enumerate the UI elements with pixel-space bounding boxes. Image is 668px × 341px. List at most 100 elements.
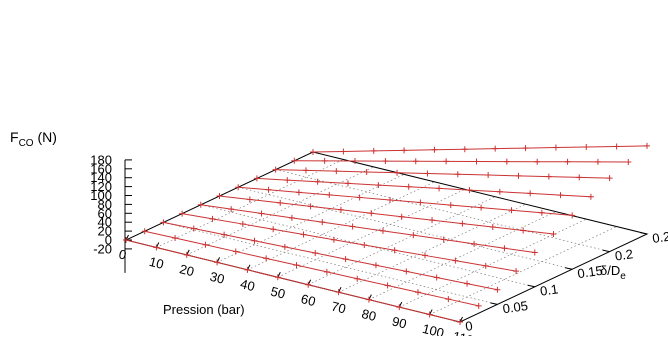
data-point-marker — [370, 147, 377, 154]
series-line — [312, 145, 648, 153]
data-point-marker — [443, 158, 450, 165]
data-point-marker — [513, 268, 520, 275]
z-tick-label: 0 — [105, 233, 112, 248]
data-point-marker — [424, 170, 431, 177]
series-line — [163, 221, 498, 291]
data-point-marker — [344, 180, 351, 187]
data-point-marker — [232, 248, 239, 255]
grid-line-y — [275, 169, 610, 252]
grid-line-x — [216, 174, 405, 263]
data-point-marker — [433, 274, 440, 281]
data-point-marker — [644, 142, 650, 149]
z-tick-label: 160 — [90, 161, 112, 176]
data-point-marker — [153, 244, 160, 251]
data-point-marker — [457, 319, 463, 325]
data-point-marker — [368, 210, 375, 217]
data-point-marker — [246, 196, 253, 203]
data-point-marker — [281, 243, 288, 250]
data-point-marker — [414, 289, 421, 296]
z-tick-label: 120 — [90, 179, 112, 194]
y-axis-label: δ/De — [600, 263, 626, 282]
data-point-marker — [300, 231, 307, 238]
data-point-marker — [564, 158, 571, 165]
data-point-marker — [183, 251, 190, 258]
data-point-marker — [307, 203, 314, 210]
series-line — [200, 204, 535, 254]
x-tick-label: 10 — [148, 254, 166, 272]
data-point-marker — [429, 217, 436, 224]
data-point-marker — [606, 175, 613, 182]
data-point-marker — [209, 215, 216, 222]
data-point-marker — [482, 262, 489, 269]
data-point-marker — [352, 158, 359, 165]
data-point-marker — [405, 183, 412, 190]
floor-grid — [156, 159, 617, 315]
data-point-marker — [382, 158, 389, 165]
y-tick-label: 0.25 — [651, 228, 668, 246]
z-tick-label: 40 — [98, 215, 112, 230]
data-point-marker — [321, 157, 328, 164]
x-tick-label: 0 — [117, 246, 128, 262]
data-point-marker — [221, 231, 228, 238]
y-tick-label: 0 — [464, 318, 473, 334]
z-tick-label: 20 — [98, 224, 112, 239]
z-tick-label: 80 — [98, 197, 112, 212]
z-tick-label: -20 — [93, 241, 112, 256]
z-tick-label: 180 — [90, 152, 112, 167]
data-point-marker — [354, 275, 361, 282]
data-point-marker — [401, 147, 408, 154]
data-point-marker — [160, 219, 167, 226]
data-point-marker — [323, 268, 330, 275]
series-line — [256, 177, 591, 198]
data-point-marker — [302, 167, 309, 174]
data-point-marker — [356, 194, 363, 201]
data-point-marker — [527, 190, 534, 197]
data-point-marker — [277, 199, 284, 206]
data-point-marker — [365, 296, 372, 303]
data-point-marker — [538, 209, 545, 216]
data-point-marker — [461, 146, 468, 153]
y-tick-mark — [490, 302, 498, 305]
y-axis-ticks: 0 0.05 0.1 0.15 0.2 0.25 — [452, 228, 668, 334]
data-point-marker — [379, 227, 386, 234]
data-point-marker — [123, 237, 129, 243]
data-point-marker — [216, 193, 223, 199]
data-series — [123, 142, 650, 325]
series-line — [182, 213, 517, 272]
data-point-marker — [496, 188, 503, 195]
x-axis-ticks: 0102030405060708090100110 — [117, 234, 475, 341]
data-point-marker — [387, 196, 394, 203]
data-point-marker — [272, 166, 279, 173]
data-point-marker — [508, 207, 515, 214]
data-point-marker — [291, 157, 298, 164]
z-tick-label: 60 — [98, 206, 112, 221]
data-point-marker — [410, 232, 417, 239]
data-point-marker — [587, 193, 594, 200]
data-point-marker — [475, 302, 482, 309]
series-line — [294, 160, 629, 163]
data-point-marker — [335, 289, 342, 296]
data-point-marker — [253, 175, 260, 182]
grid-line-x — [429, 226, 617, 315]
data-point-marker — [471, 240, 478, 247]
series-line — [238, 186, 573, 216]
data-point-marker — [522, 145, 529, 152]
grid-line-y — [200, 204, 535, 288]
grid-line-y — [238, 186, 573, 270]
data-point-marker — [394, 169, 401, 176]
x-axis-label: Pression (bar) — [163, 302, 245, 317]
data-point-marker — [337, 206, 344, 213]
data-point-marker — [531, 249, 538, 256]
data-point-marker — [583, 144, 590, 151]
data-point-marker — [179, 210, 186, 217]
data-point-marker — [466, 187, 473, 194]
data-point-marker — [576, 174, 583, 181]
y-tick-label: 0.1 — [539, 281, 559, 298]
y-tick-label: 0.2 — [614, 246, 634, 263]
data-point-marker — [305, 281, 312, 288]
data-point-marker — [202, 241, 209, 248]
x-tick-label: 100 — [421, 321, 446, 336]
